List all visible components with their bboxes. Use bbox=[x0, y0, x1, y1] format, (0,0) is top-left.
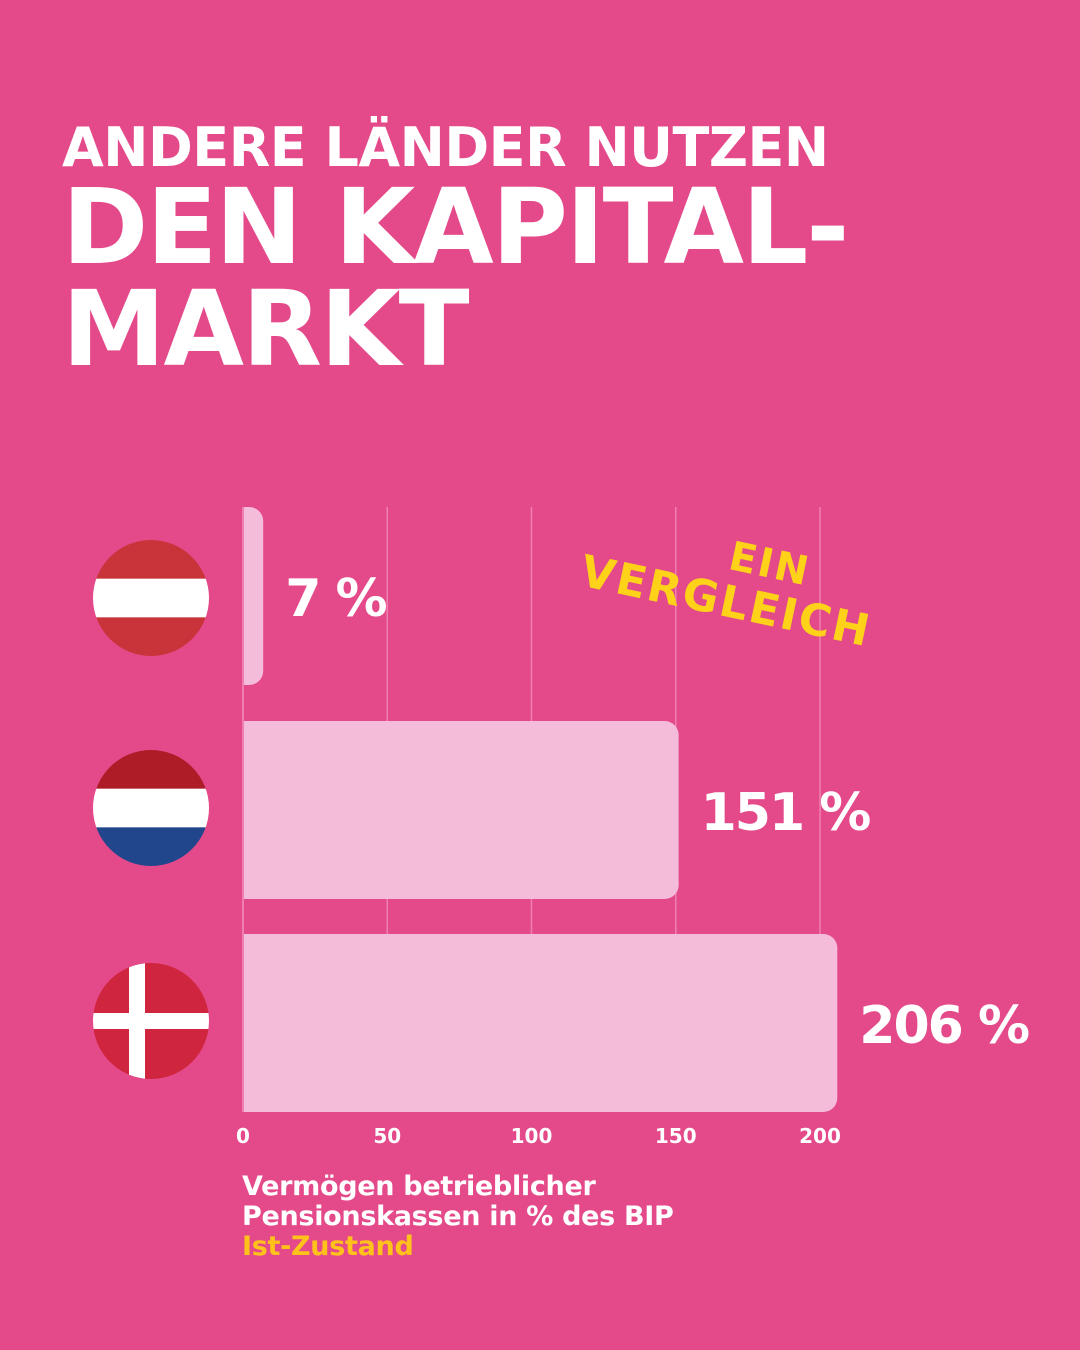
headline: ANDERE LÄNDER NUTZEN DEN KAPITAL- MARKT bbox=[62, 116, 849, 391]
tick-label-100: 100 bbox=[511, 1124, 553, 1148]
austria-flag-icon bbox=[93, 540, 209, 656]
netherlands-flag-icon bbox=[93, 750, 209, 866]
caption-line-1: Vermögen betrieblicher bbox=[242, 1171, 596, 1202]
caption-line-2: Pensionskassen in % des BIP bbox=[242, 1201, 674, 1233]
tick-label-50: 50 bbox=[373, 1124, 401, 1148]
denmark-flag-icon bbox=[93, 963, 209, 1079]
headline-line-1: ANDERE LÄNDER NUTZEN bbox=[62, 116, 829, 179]
chart-caption: Vermögen betrieblicher Pensionskassen in… bbox=[242, 1171, 674, 1263]
value-label-3: 206 % bbox=[859, 996, 1029, 1056]
tick-label-0: 0 bbox=[236, 1124, 250, 1148]
headline-line-2: DEN KAPITAL- bbox=[62, 166, 849, 289]
caption-status: Ist-Zustand bbox=[242, 1231, 414, 1263]
axis-mask bbox=[227, 505, 243, 1114]
tick-label-150: 150 bbox=[655, 1124, 697, 1148]
tick-label-200: 200 bbox=[799, 1124, 841, 1148]
value-label-1: 7 % bbox=[285, 569, 386, 629]
headline-line-3: MARKT bbox=[62, 268, 470, 391]
value-label-2: 151 % bbox=[701, 783, 871, 843]
bar-2 bbox=[229, 721, 679, 899]
bar-3 bbox=[229, 934, 838, 1112]
